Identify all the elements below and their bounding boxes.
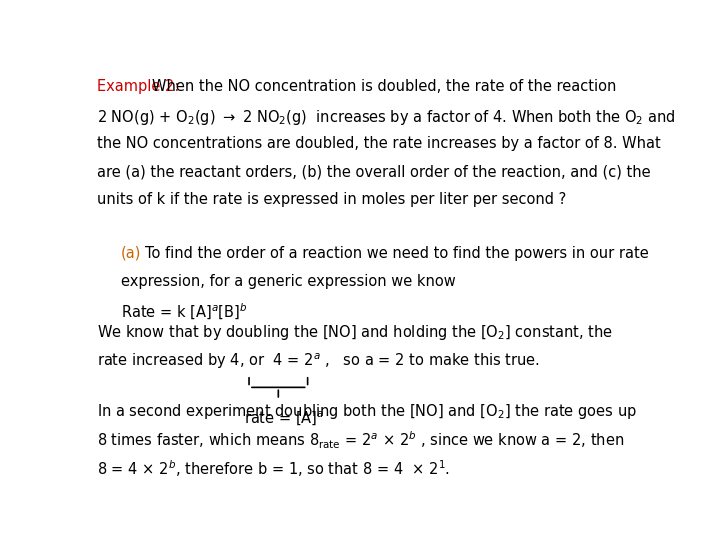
Text: When the NO concentration is doubled, the rate of the reaction: When the NO concentration is doubled, th… xyxy=(153,79,617,94)
Text: are (a) the reactant orders, (b) the overall order of the reaction, and (c) the: are (a) the reactant orders, (b) the ove… xyxy=(96,164,650,179)
Text: the NO concentrations are doubled, the rate increases by a factor of 8. What: the NO concentrations are doubled, the r… xyxy=(96,136,660,151)
Text: 8 = 4 × 2$^b$, therefore b = 1, so that 8 = 4  × 2$^1$.: 8 = 4 × 2$^b$, therefore b = 1, so that … xyxy=(96,458,450,479)
Text: expression, for a generic expression we know: expression, for a generic expression we … xyxy=(121,274,456,289)
Text: units of k if the rate is expressed in moles per liter per second ?: units of k if the rate is expressed in m… xyxy=(96,192,566,207)
Text: 8 times faster, which means 8$_{\rm rate}$ = 2$^a$ × 2$^b$ , since we know a = 2: 8 times faster, which means 8$_{\rm rate… xyxy=(96,430,624,451)
Text: 2 NO(g) + O$_2$(g) $\rightarrow$ 2 NO$_2$(g)  increases by a factor of 4. When b: 2 NO(g) + O$_2$(g) $\rightarrow$ 2 NO$_2… xyxy=(96,107,675,126)
Text: To find the order of a reaction we need to find the powers in our rate: To find the order of a reaction we need … xyxy=(145,246,649,261)
Text: rate increased by 4, or  4 = 2$^a$ ,   so a = 2 to make this true.: rate increased by 4, or 4 = 2$^a$ , so a… xyxy=(96,352,539,372)
Text: In a second experiment doubling both the [NO] and [O$_2$] the rate goes up: In a second experiment doubling both the… xyxy=(96,402,636,421)
Text: rate = [A]$^a$: rate = [A]$^a$ xyxy=(243,410,324,428)
Text: Rate = k [A]$^a$[B]$^b$: Rate = k [A]$^a$[B]$^b$ xyxy=(121,302,247,322)
Text: Example 2:: Example 2: xyxy=(96,79,179,94)
Text: We know that by doubling the [NO] and holding the [O$_2$] constant, the: We know that by doubling the [NO] and ho… xyxy=(96,323,613,342)
Text: (a): (a) xyxy=(121,246,141,261)
